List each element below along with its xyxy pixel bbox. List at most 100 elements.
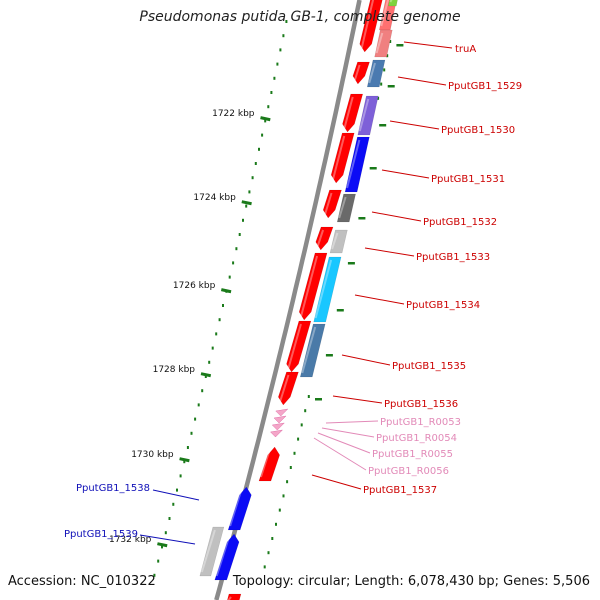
minor-tick [190,431,193,435]
gene-label: PputGB1_1533 [416,252,490,263]
minor-tick [386,54,389,58]
tick-label: 1722 kbp [212,109,255,119]
label-leader-line [364,247,415,257]
gene-feature-body [258,446,280,482]
gene-feature [374,29,393,58]
minor-tick [194,417,197,421]
gene-feature-body [344,136,370,193]
minor-tick [369,167,377,170]
gene-feature-body [336,193,356,223]
gene-feature-highlight [358,98,370,132]
tick-label: 1732 kbp [109,535,152,545]
minor-tick [201,389,204,393]
label-leader-line [354,294,405,305]
minor-tick [336,309,344,312]
minor-tick [383,68,386,72]
minor-tick [379,124,387,127]
gene-feature-body [366,59,386,88]
minor-tick [279,48,282,52]
gene-feature [329,229,348,254]
gene-label: truA [455,44,476,55]
minor-tick [161,545,163,549]
minor-tick [380,82,383,86]
minor-tick [238,233,241,236]
label-leader-line [332,395,383,404]
gene-feature-body [214,533,240,581]
gene-feature-highlight [353,64,361,81]
major-tick [260,116,271,122]
rna-feature [269,429,284,438]
minor-tick [271,537,274,540]
tick-label: 1724 kbp [193,193,236,203]
gene-label: PputGB1_1534 [406,300,480,311]
gene-feature-highlight [316,229,325,247]
gene-feature-body [299,323,326,378]
label-leader-line [325,420,379,424]
minor-tick [179,474,182,478]
minor-tick [204,375,207,378]
gene-feature [336,193,356,223]
minor-tick [267,551,270,555]
label-leader-line [152,489,200,501]
minor-tick [258,147,260,151]
minor-tick [325,354,333,357]
minor-tick [273,76,276,80]
gene-feature [357,95,379,136]
rna-feature [271,422,285,431]
minor-tick [168,517,171,520]
label-leader-line [317,432,371,454]
minor-tick [232,261,235,265]
minor-tick [297,437,300,441]
gene-feature-body [352,61,370,85]
minor-tick [215,332,218,336]
minor-tick [276,62,279,66]
major-tick [157,542,168,548]
map-title: Pseudomonas putida GB-1, complete genome [139,9,461,25]
gene-feature-body [227,593,242,600]
minor-tick [176,488,178,492]
gene-feature [298,252,328,321]
gene-feature-highlight [338,196,347,219]
gene-label: PputGB1_R0053 [380,417,461,428]
gene-feature [330,132,355,184]
minor-tick [267,105,270,109]
minor-tick [282,34,285,38]
gene-feature [387,0,398,7]
gene-feature-body [298,252,328,321]
minor-tick [282,494,285,498]
gene-feature-highlight [314,259,333,319]
gene-label: PputGB1_1535 [392,361,466,372]
minor-tick [208,360,211,364]
gene-label: PputGB1_1536 [384,399,458,410]
gene-feature-body [278,371,299,406]
major-ticks: 1722 kbp 1724 kbp 1726 kbp 1728 kbp 1730 kbp… [109,109,271,548]
minor-tick [304,409,307,413]
gene-feature-highlight [229,489,243,527]
minor-tick [157,559,160,563]
genome-summary-text: Topology: circular; Length: 6,078,430 bp… [232,574,590,589]
minor-tick [278,508,281,512]
minor-tick [270,91,273,94]
gene-feature-highlight [331,232,339,250]
minor-tick [315,398,322,401]
minor-tick [248,190,251,194]
gene-feature-body [357,95,379,136]
gene-label: PputGB1_R0055 [372,449,453,460]
gene-feature-highlight [360,0,375,49]
minor-tick [389,40,392,43]
gene-feature-body [387,0,398,7]
gene-feature-highlight [368,62,376,84]
gene-feature-body [286,320,312,373]
label-leader-line [381,169,430,179]
gene-feature [313,256,342,323]
minor-tick [172,502,175,506]
label-leader-line [313,437,367,471]
minor-tick [387,85,395,88]
gene-feature [214,533,240,581]
label-leader-line [139,534,196,545]
gene-feature [322,189,342,219]
gene-feature-body [374,29,393,58]
rna-feature [273,415,287,424]
gene-feature-body [330,132,355,184]
